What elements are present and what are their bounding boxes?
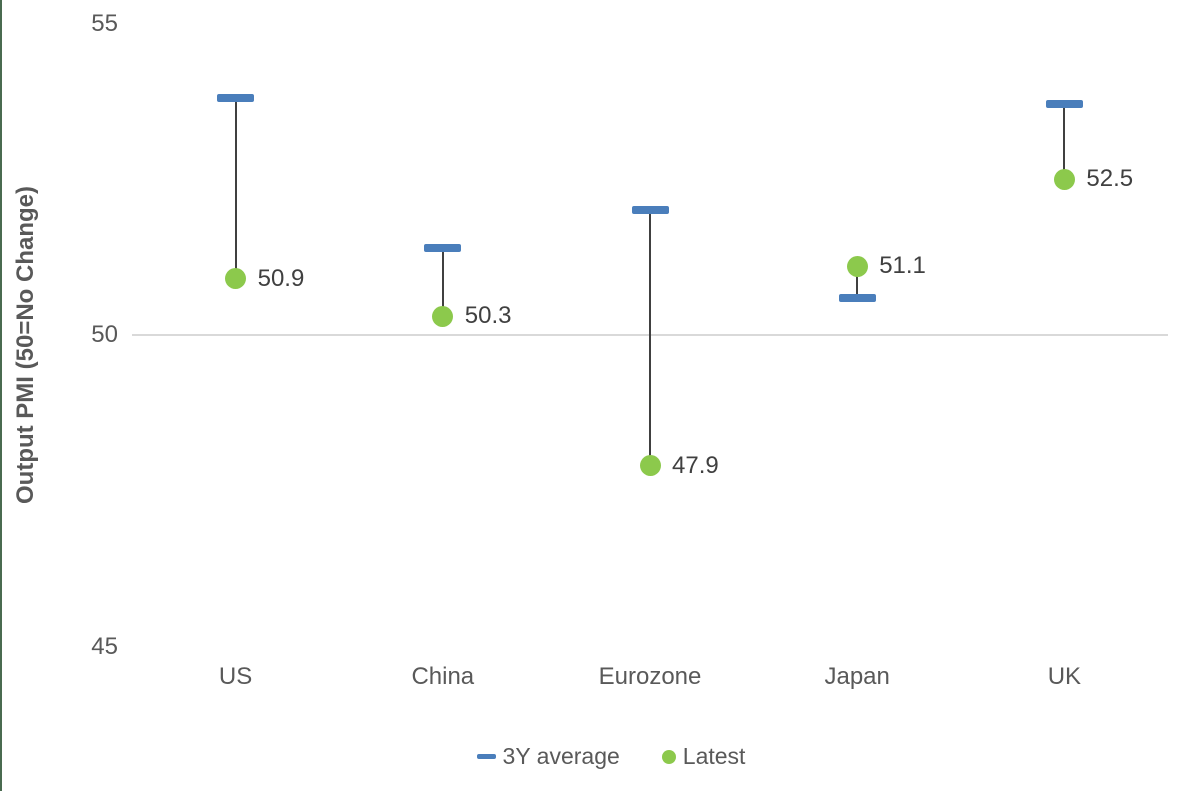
latest-marker-japan (846, 255, 868, 277)
connector-us (234, 98, 237, 279)
legend-item-3y-average: 3Y average (476, 743, 620, 770)
y-tick-50: 50 (91, 321, 118, 348)
x-tick-japan: Japan (824, 663, 890, 690)
latest-marker-us (225, 268, 247, 290)
data-label-eurozone: 47.9 (672, 451, 719, 479)
latest-marker-china (432, 305, 454, 327)
connector-japan (856, 266, 859, 298)
legend-item-latest: Latest (661, 743, 746, 770)
latest-marker-eurozone (639, 455, 661, 477)
3y-average-marker-eurozone (631, 206, 669, 215)
legend: 3Y average Latest (16, 743, 1190, 770)
x-tick-uk: UK (1047, 663, 1082, 690)
data-label-uk: 52.5 (1086, 165, 1134, 193)
3y-average-marker-us (217, 94, 255, 103)
y-tick-45: 45 (91, 632, 118, 660)
connector-eurozone (649, 210, 651, 466)
x-tick-china: China (411, 663, 475, 690)
x-tick-us: US (218, 663, 253, 690)
latest-dot-icon (661, 749, 676, 764)
latest-marker-uk (1053, 168, 1075, 190)
connector-china (441, 247, 444, 317)
x-tick-eurozone: Eurozone (598, 663, 702, 690)
page-left-border (0, 0, 2, 791)
3y-average-dash-icon (476, 754, 496, 759)
legend-label-3y-average: 3Y average (502, 743, 620, 769)
connector-uk (1063, 104, 1066, 180)
3y-average-marker-china (424, 243, 462, 252)
3y-average-marker-uk (1045, 100, 1083, 109)
data-label-china: 50.3 (464, 302, 512, 330)
data-label-japan: 51.1 (879, 252, 926, 280)
y-tick-55: 55 (91, 9, 118, 37)
legend-label-latest: Latest (682, 743, 746, 769)
3y-average-marker-japan (838, 293, 876, 302)
data-label-us: 50.9 (257, 264, 305, 292)
